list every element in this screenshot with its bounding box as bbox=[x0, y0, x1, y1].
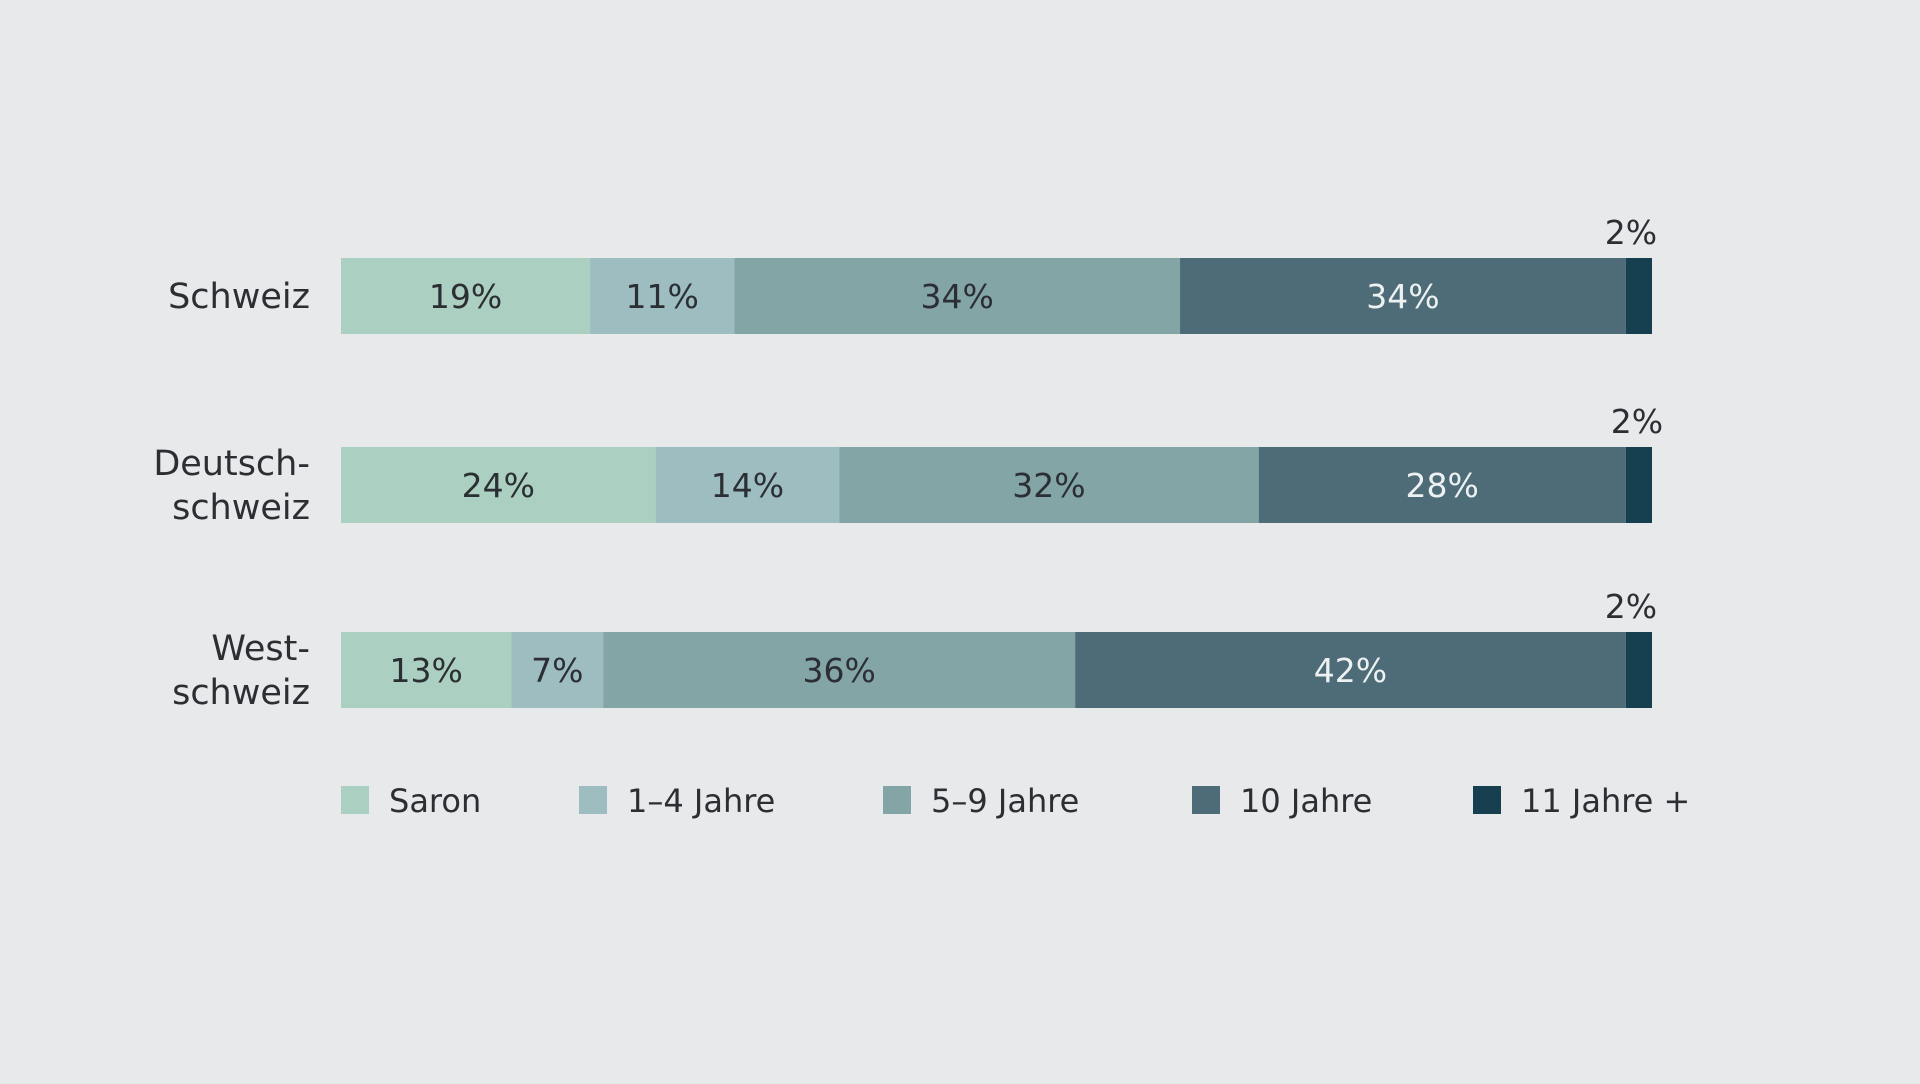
data-label: 34% bbox=[1366, 277, 1439, 316]
bar-segment bbox=[734, 258, 1181, 334]
category-label: Schweiz bbox=[168, 277, 310, 317]
category-label: West- bbox=[211, 629, 310, 669]
data-label: 24% bbox=[462, 466, 535, 505]
bar-segment bbox=[341, 258, 591, 334]
legend-label: Saron bbox=[389, 782, 481, 820]
legend-label: 5–9 Jahre bbox=[931, 782, 1079, 820]
data-label: 28% bbox=[1406, 466, 1479, 505]
data-label: 36% bbox=[803, 651, 876, 690]
legend-label: 11 Jahre + bbox=[1521, 782, 1690, 820]
bar-segment bbox=[1180, 258, 1626, 334]
legend-swatch bbox=[883, 786, 911, 814]
bar-segment bbox=[1625, 258, 1652, 334]
bar-segment bbox=[655, 447, 840, 523]
bar-segment bbox=[1625, 447, 1652, 523]
bar-segment bbox=[341, 447, 656, 523]
data-label: 34% bbox=[920, 277, 993, 316]
data-label: 19% bbox=[429, 277, 502, 316]
legend-swatch bbox=[1473, 786, 1501, 814]
data-label: 42% bbox=[1314, 651, 1387, 690]
data-label: 14% bbox=[711, 466, 784, 505]
bar-segment bbox=[603, 632, 1076, 708]
data-label: 11% bbox=[626, 277, 699, 316]
data-label: 2% bbox=[1611, 402, 1663, 441]
bar-segment bbox=[1625, 632, 1652, 708]
bar-segment bbox=[839, 447, 1259, 523]
bar-segment bbox=[590, 258, 735, 334]
data-label: 2% bbox=[1605, 213, 1657, 252]
data-label: 13% bbox=[390, 651, 463, 690]
legend-swatch bbox=[341, 786, 369, 814]
bar-segment bbox=[1258, 447, 1626, 523]
data-label: 32% bbox=[1012, 466, 1085, 505]
category-label: schweiz bbox=[172, 488, 310, 528]
legend-swatch bbox=[1192, 786, 1220, 814]
data-label: 2% bbox=[1605, 587, 1657, 626]
legend-label: 1–4 Jahre bbox=[627, 782, 775, 820]
category-label: Deutsch- bbox=[153, 444, 310, 484]
bar-segment bbox=[341, 632, 512, 708]
legend-label: 10 Jahre bbox=[1240, 782, 1372, 820]
category-label: schweiz bbox=[172, 673, 310, 713]
legend-swatch bbox=[579, 786, 607, 814]
data-label: 7% bbox=[531, 651, 583, 690]
bar-segment bbox=[1075, 632, 1626, 708]
bar-segment bbox=[511, 632, 604, 708]
